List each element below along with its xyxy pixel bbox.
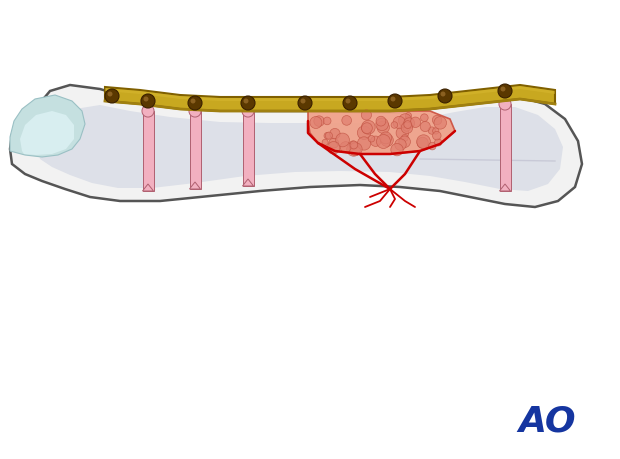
Circle shape (357, 137, 371, 150)
Circle shape (189, 105, 201, 117)
Text: AO: AO (518, 404, 576, 438)
Circle shape (323, 117, 331, 125)
Circle shape (314, 116, 324, 126)
Circle shape (329, 138, 339, 148)
Circle shape (420, 114, 428, 122)
Circle shape (298, 96, 312, 110)
Circle shape (361, 110, 371, 120)
Circle shape (405, 112, 412, 118)
Circle shape (432, 115, 442, 125)
Circle shape (340, 142, 351, 152)
Circle shape (391, 96, 396, 101)
Circle shape (377, 121, 389, 134)
Circle shape (244, 99, 249, 103)
Circle shape (376, 116, 386, 126)
Circle shape (345, 99, 350, 103)
Circle shape (107, 91, 112, 96)
Bar (143, 111, 154, 191)
Circle shape (404, 118, 415, 129)
Circle shape (499, 98, 511, 110)
Circle shape (404, 121, 412, 129)
Circle shape (342, 116, 352, 125)
Circle shape (417, 135, 430, 149)
Circle shape (433, 128, 439, 134)
Circle shape (500, 86, 505, 91)
Bar (500, 104, 510, 191)
Circle shape (105, 89, 119, 103)
Circle shape (190, 99, 195, 103)
Polygon shape (105, 86, 555, 101)
Polygon shape (190, 182, 200, 189)
Circle shape (322, 139, 328, 146)
Circle shape (440, 91, 446, 96)
Circle shape (326, 132, 332, 139)
Circle shape (335, 133, 350, 147)
Circle shape (349, 143, 362, 156)
Circle shape (498, 84, 512, 98)
Circle shape (396, 127, 409, 139)
Circle shape (405, 116, 412, 123)
Circle shape (428, 127, 435, 134)
Circle shape (241, 96, 255, 110)
Circle shape (399, 114, 412, 127)
Circle shape (330, 129, 340, 139)
Circle shape (361, 123, 373, 134)
Circle shape (357, 126, 371, 140)
Polygon shape (143, 184, 154, 191)
Circle shape (327, 141, 340, 154)
Polygon shape (242, 179, 254, 186)
Circle shape (420, 122, 430, 132)
Circle shape (376, 134, 391, 149)
Circle shape (381, 134, 393, 146)
Circle shape (368, 135, 374, 142)
Circle shape (324, 132, 330, 139)
Circle shape (393, 116, 405, 129)
Circle shape (347, 142, 361, 156)
Circle shape (301, 99, 306, 103)
Bar (190, 111, 200, 189)
Circle shape (141, 94, 155, 108)
Polygon shape (38, 105, 563, 191)
Circle shape (142, 105, 154, 117)
Circle shape (370, 136, 381, 146)
Circle shape (242, 105, 254, 117)
Polygon shape (10, 85, 582, 207)
Circle shape (438, 89, 452, 103)
Polygon shape (308, 111, 455, 154)
Circle shape (435, 139, 442, 146)
Circle shape (310, 117, 322, 129)
Circle shape (410, 117, 420, 128)
Circle shape (376, 118, 388, 131)
Circle shape (434, 117, 446, 129)
Circle shape (361, 120, 375, 134)
Circle shape (403, 123, 410, 131)
Circle shape (350, 141, 358, 149)
Polygon shape (105, 85, 555, 111)
Circle shape (401, 122, 413, 134)
Circle shape (428, 142, 436, 150)
Circle shape (343, 96, 357, 110)
Polygon shape (20, 111, 74, 155)
Circle shape (399, 136, 410, 148)
Circle shape (401, 134, 408, 141)
Circle shape (380, 132, 392, 144)
Polygon shape (10, 95, 85, 157)
Bar (242, 111, 254, 186)
Polygon shape (500, 184, 510, 191)
Circle shape (143, 96, 149, 101)
Circle shape (388, 94, 402, 108)
Circle shape (395, 139, 406, 150)
Circle shape (349, 141, 357, 149)
Circle shape (391, 122, 397, 129)
Circle shape (433, 131, 441, 140)
Circle shape (188, 96, 202, 110)
Circle shape (391, 144, 403, 156)
Circle shape (417, 137, 428, 148)
